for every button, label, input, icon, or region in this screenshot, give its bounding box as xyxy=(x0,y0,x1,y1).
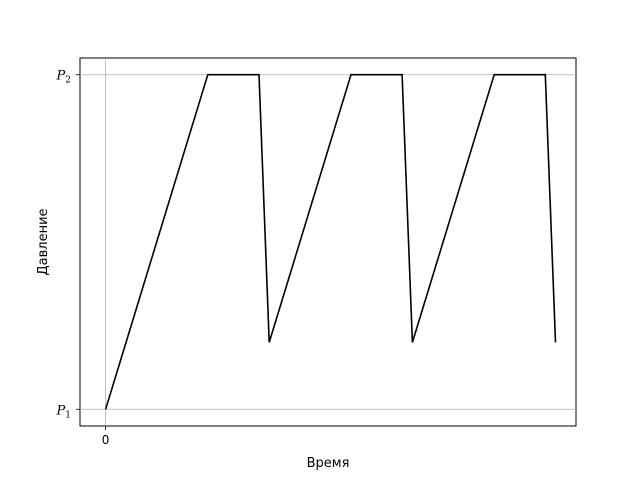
y-axis-label: Давление xyxy=(36,208,51,275)
plot-frame xyxy=(79,57,577,427)
y-tick-symbol: P xyxy=(56,69,66,84)
x-tick-label: 0 xyxy=(102,433,110,447)
y-tick-label: P2 xyxy=(56,69,71,86)
x-axis-label: Время xyxy=(307,456,350,471)
y-tick-subscript: 1 xyxy=(65,410,71,420)
y-tick-label: P1 xyxy=(56,403,71,420)
series-line-0 xyxy=(104,73,557,410)
series-layer xyxy=(104,73,557,410)
grid xyxy=(80,58,576,426)
y-tick-subscript: 2 xyxy=(65,76,71,86)
y-tick-symbol: P xyxy=(56,403,66,418)
